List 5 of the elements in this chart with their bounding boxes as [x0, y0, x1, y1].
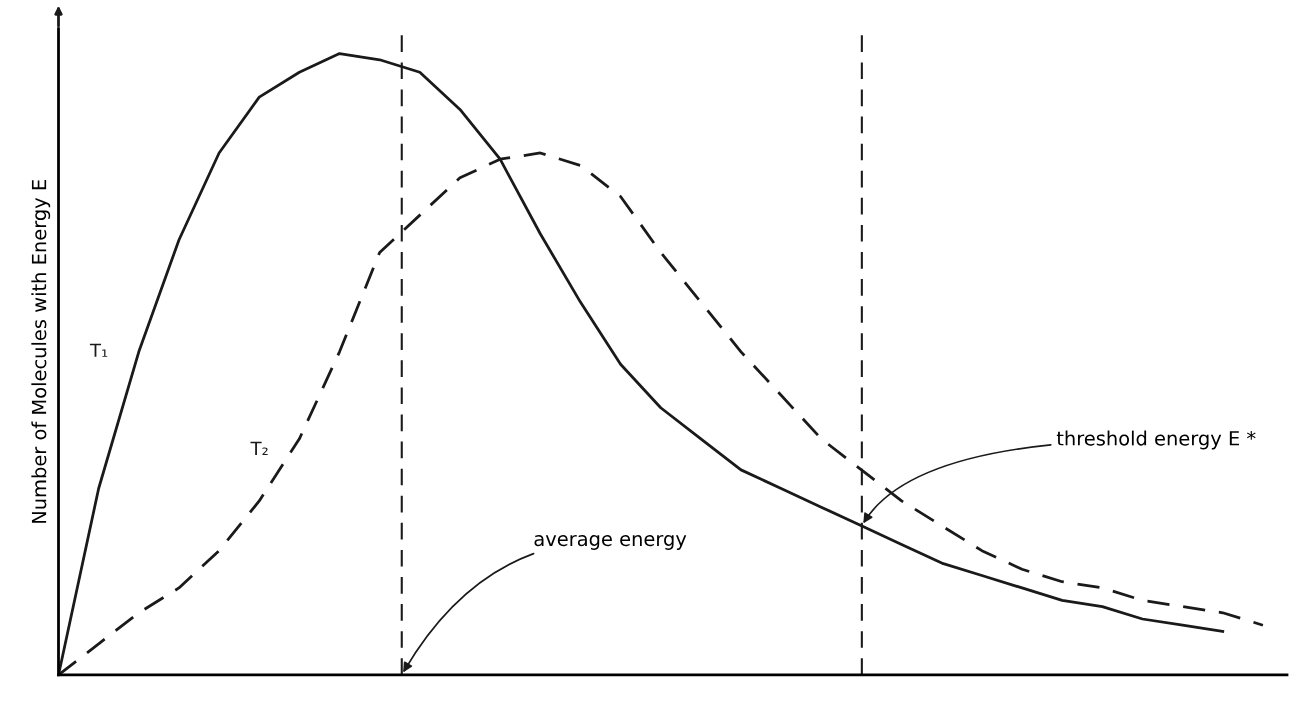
series-label: T₂ [250, 441, 268, 455]
annotation: average energy [534, 534, 687, 550]
annotation: threshold energy E * [1056, 430, 1256, 450]
series-label: T₁ [89, 343, 108, 357]
y-axis-title: Number of Molecules with Energy E [31, 180, 51, 523]
